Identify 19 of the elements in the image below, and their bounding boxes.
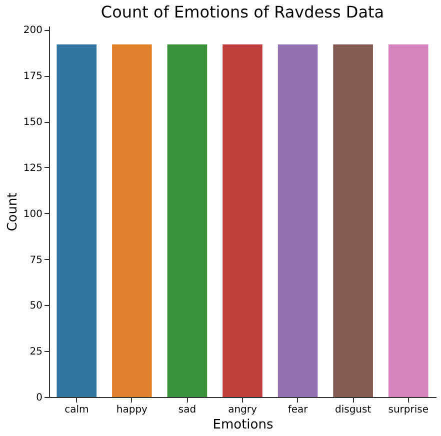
y-tick-label: 150 [23, 117, 42, 128]
x-tick-label: fear [288, 404, 309, 416]
x-tick-label: sad [178, 404, 196, 416]
y-tick-label: 100 [23, 208, 42, 220]
y-tick-label: 175 [23, 71, 42, 82]
x-tick-label: surprise [388, 404, 428, 416]
x-tick-label: calm [64, 404, 89, 416]
chart-title: Count of Emotions of Ravdess Data [100, 2, 384, 22]
y-tick-label: 50 [30, 300, 42, 312]
y-axis-title: Count [5, 192, 20, 232]
x-tick-label: disgust [334, 404, 372, 416]
y-tick-label: 0 [36, 392, 42, 404]
y-tick-label: 75 [30, 254, 42, 266]
y-tick-label: 25 [30, 346, 42, 358]
x-axis-title: Emotions [212, 418, 274, 432]
x-tick-label: happy [116, 404, 148, 416]
y-tick-label: 200 [23, 25, 42, 36]
x-tick-label: angry [228, 404, 258, 416]
y-tick-label: 125 [23, 162, 42, 174]
